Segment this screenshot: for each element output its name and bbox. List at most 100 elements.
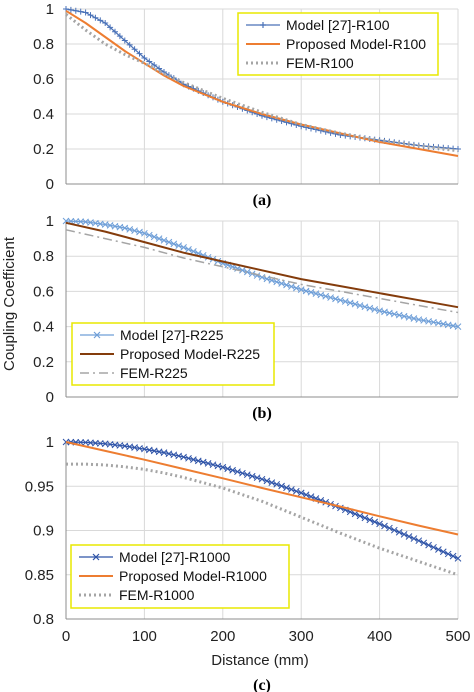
data-point: [72, 7, 79, 14]
series-line: [65, 221, 459, 309]
data-point: [283, 484, 290, 492]
data-point: [454, 555, 462, 562]
data-point: [165, 238, 173, 246]
y-tick-label: 0.85: [25, 567, 54, 584]
data-point: [381, 522, 388, 530]
data-point: [263, 477, 271, 485]
y-tick-label: 1: [46, 434, 54, 451]
data-point: [121, 37, 128, 44]
data-point: [229, 466, 236, 474]
series-line: [65, 441, 459, 536]
data-point: [288, 283, 295, 290]
data-point: [82, 9, 89, 16]
data-point: [292, 284, 300, 292]
legend-label: Proposed Model-R225: [120, 346, 260, 362]
data-point: [356, 302, 364, 309]
data-point: [292, 487, 300, 495]
y-tick-label: 0.2: [33, 354, 54, 371]
y-tick-label: 0.4: [33, 106, 54, 123]
data-point: [400, 531, 408, 538]
chart-panel: 0 0.2 0.4 0.6 0.8 1 Model [27]-R100 Proposed Mo…: [33, 1, 461, 209]
data-point: [371, 306, 379, 313]
data-point: [332, 295, 339, 303]
data-point: [219, 463, 227, 471]
data-point: [136, 228, 143, 236]
data-point: [243, 471, 251, 479]
data-point: [415, 537, 423, 545]
data-point: [297, 286, 305, 293]
data-point: [87, 12, 94, 19]
y-tick-label: 0.95: [25, 478, 54, 495]
data-point: [341, 298, 349, 305]
series-line: [66, 462, 459, 577]
data-point: [253, 474, 261, 482]
data-point: [165, 450, 173, 458]
data-point: [430, 543, 437, 551]
data-point: [97, 17, 104, 24]
data-point: [248, 472, 256, 480]
legend-label: Model [27]-R100: [286, 17, 390, 33]
data-point: [371, 518, 379, 526]
legend-label: FEM-R100: [286, 55, 354, 71]
legend-label: FEM-R1000: [119, 587, 195, 603]
data-point: [376, 520, 383, 528]
data-point: [126, 41, 133, 48]
legend-label: Model [27]-R225: [120, 327, 224, 343]
data-point: [131, 227, 138, 235]
y-tick-label: 0.4: [33, 319, 54, 336]
data-point: [92, 14, 99, 21]
data-point: [312, 290, 320, 297]
data-point: [194, 457, 202, 465]
data-point: [77, 8, 84, 15]
data-point: [180, 244, 187, 251]
legend-label: Proposed Model-R100: [286, 36, 426, 52]
data-point: [361, 514, 369, 522]
data-point: [185, 454, 192, 462]
data-point: [146, 58, 153, 65]
data-point: [405, 533, 413, 540]
data-point: [302, 287, 310, 295]
y-tick-label: 0.8: [33, 248, 54, 265]
data-point: [224, 465, 232, 473]
data-point: [273, 278, 281, 286]
data-point: [234, 468, 241, 476]
y-tick-label: 0: [46, 389, 54, 406]
data-point: [175, 452, 183, 460]
data-point: [356, 512, 364, 520]
data-point: [112, 28, 118, 35]
data-point: [386, 524, 393, 532]
data-point: [214, 462, 222, 470]
data-point: [160, 449, 168, 456]
data-point: [199, 458, 207, 466]
data-point: [175, 242, 183, 249]
data-point: [243, 268, 251, 276]
data-point: [283, 281, 290, 289]
data-point: [288, 486, 295, 493]
y-tick-label: 0: [46, 176, 54, 193]
data-point: [160, 237, 168, 244]
y-tick-label: 1: [46, 1, 54, 18]
legend: Model [27]-R225 Proposed Model-R225 FEM-R2…: [71, 322, 275, 386]
data-point: [390, 310, 398, 318]
data-point: [239, 266, 246, 274]
data-point: [278, 280, 285, 287]
y-tick-label: 0.2: [33, 141, 54, 158]
data-point: [449, 552, 457, 560]
data-point: [420, 539, 428, 547]
chart-panel: 0.8 0.85 0.9 0.95 1 0 100 200 300 400 500 Model [27…: [25, 434, 471, 692]
data-point: [302, 491, 310, 499]
data-point: [390, 526, 398, 534]
y-tick-label: 0.9: [33, 523, 54, 540]
data-point: [307, 288, 315, 296]
y-axis-label: Coupling Coefficient: [1, 236, 18, 371]
data-point: [190, 248, 197, 255]
data-point: [322, 292, 330, 300]
legend-label: Model [27]-R1000: [119, 549, 231, 565]
legend: Model [27]-R1000 Proposed Model-R1000 FEM-…: [70, 544, 290, 609]
data-point: [131, 46, 138, 53]
data-point: [278, 482, 285, 490]
x-tick-label: 200: [210, 628, 235, 645]
legend-label: FEM-R225: [120, 365, 188, 381]
legend-marker: [92, 553, 100, 561]
legend-marker: [93, 331, 101, 339]
